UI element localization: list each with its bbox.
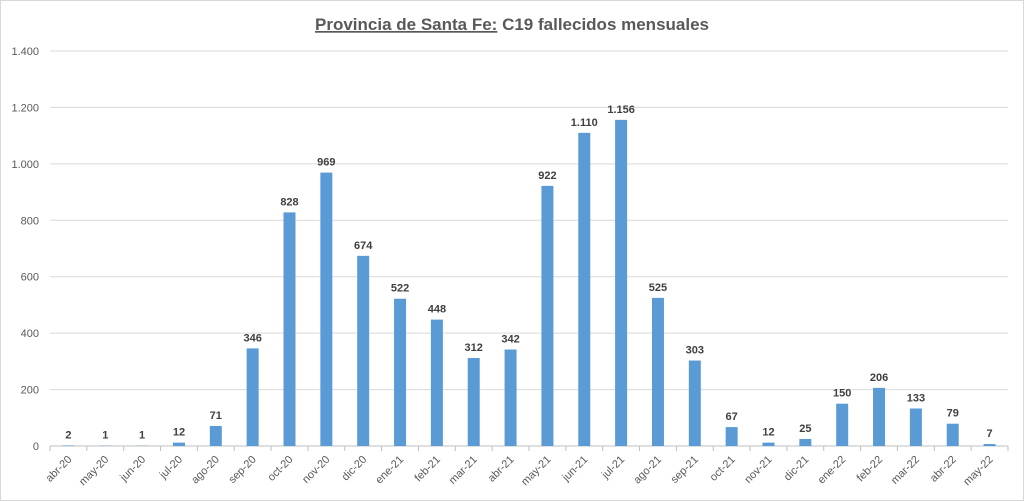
x-tick-label: jun-20 [117,454,148,485]
data-label: 522 [391,283,409,295]
data-label: 1.110 [571,117,598,129]
x-tick-label: mar-22 [889,454,922,487]
data-label: 2 [65,429,71,441]
bar-abr-21 [504,349,517,446]
y-tick-label: 600 [21,272,39,284]
data-label: 25 [799,423,811,435]
bar-ago-20 [209,425,222,446]
bar-jul-20 [172,442,185,446]
bar-oct-21 [725,427,738,446]
y-tick-label: 1.200 [11,102,39,114]
x-tick-label: abr-21 [486,454,517,485]
bar-sep-20 [246,348,259,446]
data-label: 969 [317,157,335,169]
bar-jul-21 [615,119,628,446]
bar-ene-21 [394,298,407,446]
data-label: 303 [686,345,704,357]
x-tick-label: dic-21 [782,454,812,484]
data-label: 342 [501,334,519,346]
bar-mar-21 [467,357,480,446]
bar-ago-21 [651,297,664,446]
x-tick-label: mar-21 [447,454,480,487]
data-label: 448 [428,304,446,316]
data-label: 133 [907,392,925,404]
x-tick-label: dic-20 [340,454,370,484]
y-tick-label: 800 [21,215,39,227]
x-tick-label: jul-20 [157,454,185,482]
data-label: 12 [762,427,774,439]
bar-oct-20 [283,212,296,446]
bar-abr-22 [946,423,959,446]
data-label: 1.156 [607,104,635,116]
x-tick-label: feb-21 [412,454,443,485]
chart-title: Provincia de Santa Fe: C19 fallecidos me… [315,15,709,34]
bar-feb-21 [430,319,443,446]
data-label: 12 [173,427,185,439]
y-tick-label: 200 [21,385,39,397]
x-tick-label: ene-21 [373,454,406,487]
x-tick-label: oct-20 [266,454,296,484]
data-label: 71 [210,410,222,422]
x-tick-label: jul-21 [599,454,627,482]
bar-sep-21 [688,360,701,446]
bar-mar-22 [909,408,922,446]
bar-abr-20 [62,445,75,446]
y-tick-label: 400 [21,328,39,340]
x-tick-label: oct-21 [708,454,738,484]
bar-jun-21 [578,132,591,447]
y-tick-label: 0 [33,441,39,453]
data-label: 206 [870,372,888,384]
bar-ene-22 [836,403,849,446]
data-label: 1 [102,430,108,442]
data-label: 312 [465,342,483,354]
data-label: 7 [987,428,993,440]
x-tick-label: abr-22 [928,454,959,485]
bar-nov-21 [762,442,775,446]
x-tick-label: may-20 [77,454,111,488]
chart-title-rest: C19 fallecidos mensuales [497,15,709,34]
data-label: 828 [280,196,298,208]
x-tick-label: nov-20 [300,454,332,486]
data-label: 67 [726,411,738,423]
data-label: 674 [354,240,373,252]
x-tick-label: feb-22 [855,454,886,485]
x-tick-label: may-22 [961,454,995,488]
x-tick-label: abr-20 [44,454,75,485]
bar-may-21 [541,185,554,446]
chart-title-underlined: Provincia de Santa Fe: [315,15,497,34]
y-tick-label: 1.000 [11,159,39,171]
x-tick-label: ago-20 [189,454,222,487]
data-label: 79 [947,408,959,420]
data-label: 346 [243,332,261,344]
x-tick-label: nov-21 [742,454,774,486]
bar-dic-21 [799,438,812,446]
data-label: 1 [139,430,145,442]
bar-dic-20 [357,255,370,446]
x-tick-label: ago-21 [631,454,664,487]
bar-feb-22 [873,387,886,446]
x-tick-label: may-21 [519,454,553,488]
bar-nov-20 [320,172,333,446]
data-label: 922 [538,170,556,182]
data-label: 150 [833,388,851,400]
x-tick-label: sep-20 [227,454,259,486]
x-tick-label: jun-21 [560,454,591,485]
bar-may-22 [983,444,996,446]
x-tick-label: ene-22 [816,454,849,487]
x-tick-label: sep-21 [669,454,701,486]
y-tick-label: 1.400 [11,46,39,58]
data-label: 525 [649,282,667,294]
